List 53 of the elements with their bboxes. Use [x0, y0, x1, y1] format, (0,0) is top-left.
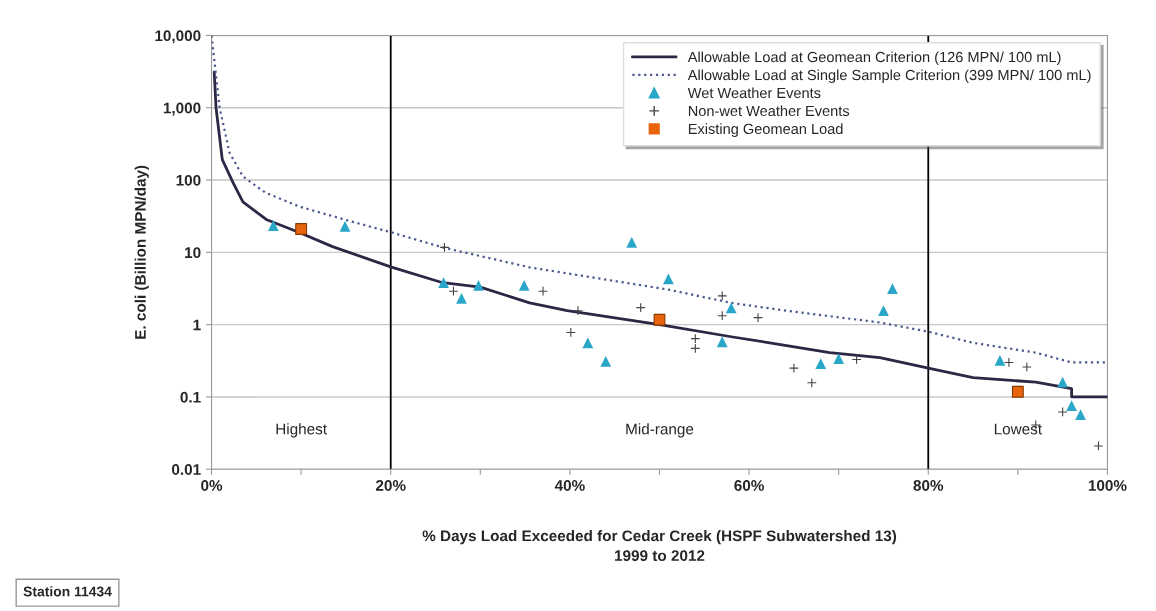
line-series — [212, 70, 1108, 399]
text: Station 11434 — [23, 586, 112, 597]
point — [518, 279, 530, 291]
y-tick-label: 10,000 — [155, 30, 201, 44]
point — [833, 353, 845, 364]
point — [626, 237, 638, 248]
point — [994, 355, 1006, 366]
point — [753, 312, 763, 323]
y-tick-label: 10 — [185, 247, 201, 259]
point — [1011, 385, 1024, 398]
point — [1066, 400, 1077, 411]
annotation: Highest — [276, 423, 327, 438]
annotation: Lowest — [994, 423, 1042, 435]
y-tick-label: 100 — [176, 174, 201, 186]
y-tick-label: 1,000 — [163, 102, 201, 116]
point — [582, 337, 594, 349]
y-tick-label: 0.01 — [172, 464, 201, 475]
x-tick-label: 20% — [375, 480, 406, 491]
point — [1057, 407, 1068, 417]
legend-label: Allowable Load at Single Sample Criterion (399 MPN/ 100 mL) — [687, 69, 1091, 84]
point — [538, 286, 548, 297]
legend-label: Wet Weather Events — [687, 87, 821, 99]
point — [456, 293, 467, 304]
point — [295, 223, 308, 235]
point — [600, 356, 612, 367]
point — [473, 279, 484, 291]
y-tick-label: 1 — [193, 319, 201, 331]
annotation: Mid-range — [626, 423, 694, 438]
y-tick-label: 0.1 — [180, 391, 201, 403]
legend-label: Existing Geomean Load — [688, 123, 843, 137]
x-axis-title: % Days Load Exceeded for Cedar Creek (HSPF Subwatershed 13) 1999 to 2012 — [422, 530, 897, 562]
x-tick-label: 100% — [1088, 480, 1127, 491]
point — [878, 305, 889, 317]
point — [1093, 441, 1104, 451]
point — [815, 358, 827, 369]
x-tick-label: 0% — [201, 480, 223, 491]
x-tick-label: 40% — [554, 480, 585, 491]
point — [725, 302, 737, 314]
point — [663, 273, 674, 285]
point — [573, 305, 583, 316]
point — [339, 220, 351, 232]
point — [267, 220, 279, 231]
y-axis-title: E. coli (Billion MPN/day) — [134, 165, 149, 339]
point — [1057, 376, 1069, 388]
legend-label: Non-wet Weather Events — [688, 105, 850, 117]
point — [716, 336, 728, 348]
x-tick-label: 60% — [734, 480, 764, 491]
point — [887, 283, 898, 294]
x-tick-label: 80% — [913, 480, 944, 491]
point — [1075, 409, 1086, 420]
legend-label: Allowable Load at Geomean Criterion (126 MPN/ 100 mL) — [687, 51, 1061, 66]
point — [438, 277, 449, 289]
point — [653, 313, 666, 326]
